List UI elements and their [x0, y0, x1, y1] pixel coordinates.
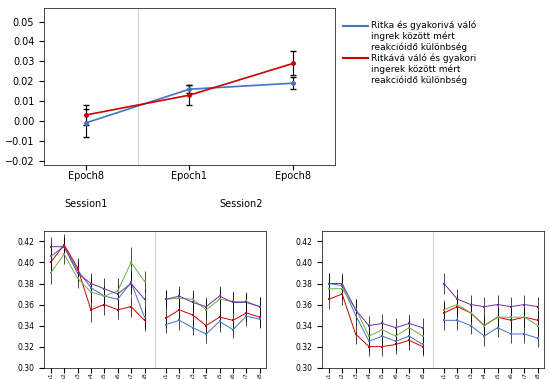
Text: Session1: Session1	[64, 199, 107, 209]
Text: Ritka és gyakorivá váló
ingrek között mért
reakcióidő különbség: Ritka és gyakorivá váló ingrek között mé…	[371, 21, 476, 52]
Text: Ritkává váló és gyakori
ingerek között mért
reakcióidő különbség: Ritkává váló és gyakori ingerek között m…	[371, 53, 476, 85]
Text: Session2: Session2	[219, 199, 263, 209]
